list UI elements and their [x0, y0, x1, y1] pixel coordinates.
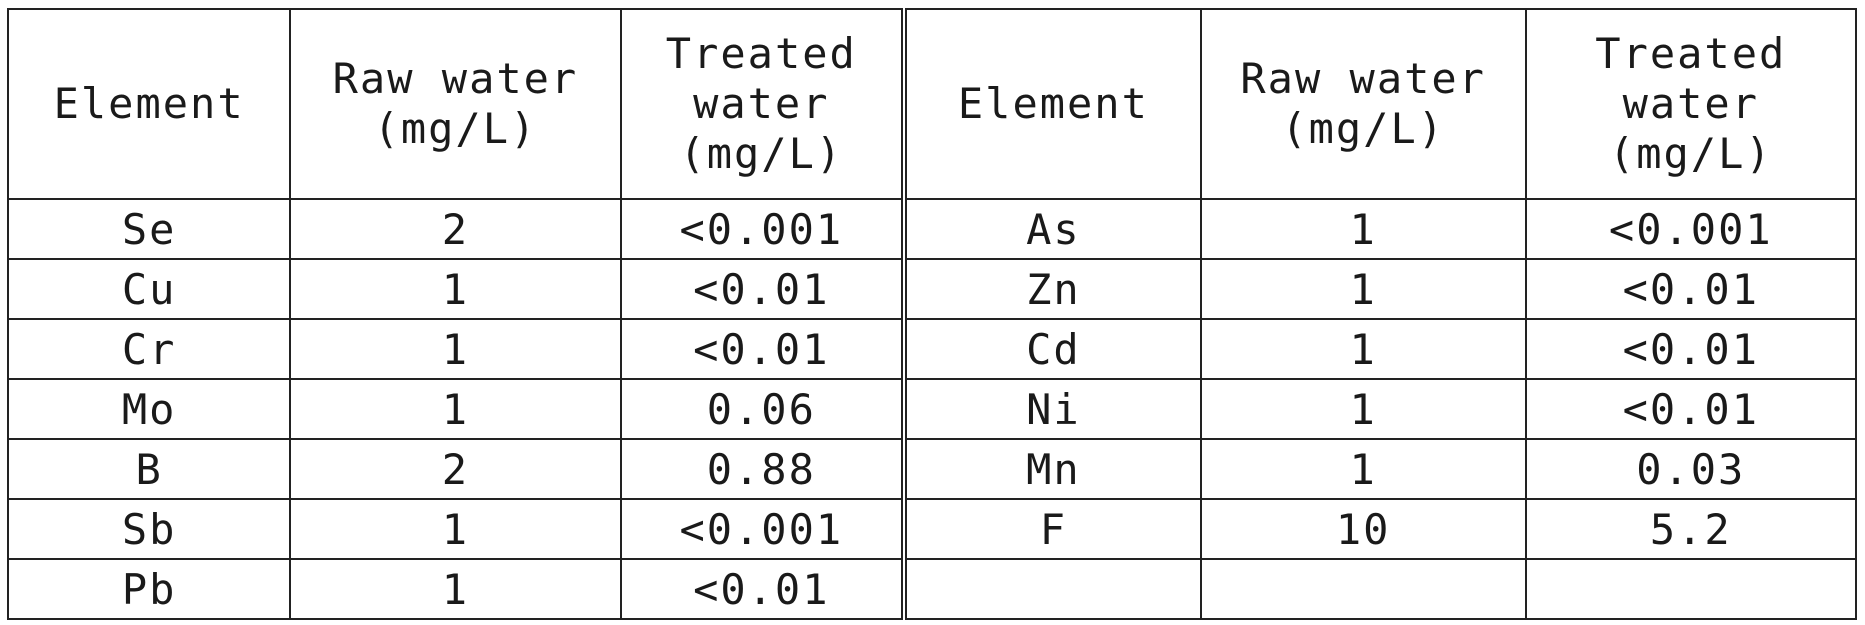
raw-water-cell: 1 [1199, 198, 1527, 260]
header-element-left: Element [6, 8, 292, 200]
treated-water-cell: <0.01 [619, 318, 907, 380]
header-label: water [693, 79, 830, 128]
raw-water-cell: 10 [1199, 498, 1527, 560]
treated-water-cell: <0.01 [619, 558, 907, 620]
element-cell: Ni [902, 378, 1202, 440]
table-row: Cr 1 <0.01 Cd 1 <0.01 [6, 318, 1858, 380]
header-raw-water-right: Raw water (mg/L) [1199, 8, 1527, 200]
header-element-right: Element [902, 8, 1202, 200]
header-label: Raw water [332, 54, 579, 103]
header-unit: (mg/L) [1281, 104, 1446, 153]
treated-water-cell: 0.88 [619, 438, 907, 500]
treated-water-cell: <0.01 [619, 258, 907, 320]
header-unit: (mg/L) [373, 104, 538, 153]
raw-water-cell: 1 [289, 378, 622, 440]
element-cell: Cd [902, 318, 1202, 380]
treated-water-cell [1524, 558, 1858, 620]
treated-water-cell: <0.01 [1524, 378, 1858, 440]
raw-water-cell: 2 [289, 198, 622, 260]
element-cell: Cr [6, 318, 292, 380]
element-cell: Sb [6, 498, 292, 560]
element-table-container: Element Raw water (mg/L) Treated water (… [6, 8, 1858, 620]
raw-water-cell: 1 [1199, 438, 1527, 500]
header-label: Treated [1595, 29, 1787, 78]
element-cell: Se [6, 198, 292, 260]
treated-water-cell: <0.001 [1524, 198, 1858, 260]
treated-water-cell: 5.2 [1524, 498, 1858, 560]
raw-water-cell: 1 [289, 318, 622, 380]
header-unit: (mg/L) [679, 129, 844, 178]
header-treated-water-right: Treated water (mg/L) [1524, 8, 1858, 200]
treated-water-cell: 0.03 [1524, 438, 1858, 500]
raw-water-cell: 1 [289, 258, 622, 320]
raw-water-cell: 1 [1199, 318, 1527, 380]
treated-water-cell: <0.01 [1524, 318, 1858, 380]
element-cell: Cu [6, 258, 292, 320]
water-treatment-element-table: Element Raw water (mg/L) Treated water (… [6, 8, 1858, 620]
header-raw-water-left: Raw water (mg/L) [289, 8, 622, 200]
treated-water-cell: <0.01 [1524, 258, 1858, 320]
element-cell: As [902, 198, 1202, 260]
raw-water-cell: 1 [289, 498, 622, 560]
header-row: Element Raw water (mg/L) Treated water (… [6, 8, 1858, 200]
header-unit: (mg/L) [1608, 129, 1773, 178]
table-row: Cu 1 <0.01 Zn 1 <0.01 [6, 258, 1858, 320]
treated-water-cell: <0.001 [619, 498, 907, 560]
element-cell: Mn [902, 438, 1202, 500]
table-row: Sb 1 <0.001 F 10 5.2 [6, 498, 1858, 560]
table-row: Mo 1 0.06 Ni 1 <0.01 [6, 378, 1858, 440]
table-row: Pb 1 <0.01 [6, 558, 1858, 620]
element-cell: Mo [6, 378, 292, 440]
header-label: Raw water [1240, 54, 1486, 103]
element-cell: B [6, 438, 292, 500]
element-cell: Zn [902, 258, 1202, 320]
element-cell: F [902, 498, 1202, 560]
element-cell [902, 558, 1202, 620]
header-label: Element [53, 79, 245, 128]
treated-water-cell: <0.001 [619, 198, 907, 260]
raw-water-cell: 2 [289, 438, 622, 500]
raw-water-cell: 1 [1199, 258, 1527, 320]
element-cell: Pb [6, 558, 292, 620]
header-label: Treated [665, 29, 857, 78]
raw-water-cell: 1 [1199, 378, 1527, 440]
table-row: Se 2 <0.001 As 1 <0.001 [6, 198, 1858, 260]
header-label: Element [957, 79, 1149, 128]
raw-water-cell [1199, 558, 1527, 620]
header-treated-water-left: Treated water (mg/L) [619, 8, 907, 200]
treated-water-cell: 0.06 [619, 378, 907, 440]
header-label: water [1622, 79, 1759, 128]
raw-water-cell: 1 [289, 558, 622, 620]
table-row: B 2 0.88 Mn 1 0.03 [6, 438, 1858, 500]
